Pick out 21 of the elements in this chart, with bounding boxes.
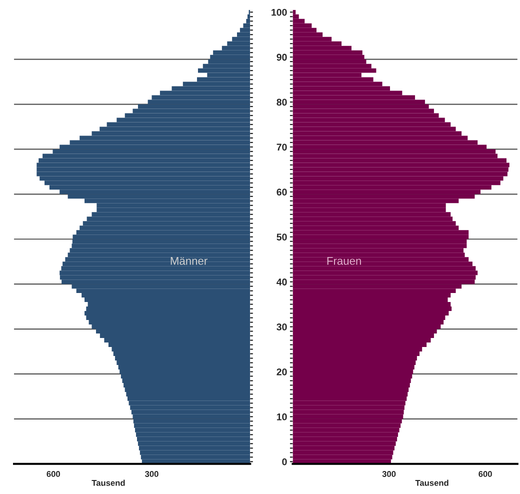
- x-axis-title: Tausend: [415, 480, 448, 486]
- bar: [140, 454, 250, 460]
- series-label: Frauen: [327, 257, 361, 265]
- y-tick-label: 100: [272, 8, 287, 16]
- x-tick-label: 300: [144, 471, 158, 477]
- series-label: Männer: [170, 257, 208, 265]
- y-tick-label: 20: [276, 368, 287, 376]
- bar: [292, 454, 392, 460]
- y-tick-label: 40: [276, 278, 287, 286]
- x-axis-title: Tausend: [92, 480, 125, 486]
- y-tick-label: 90: [276, 54, 287, 61]
- y-tick-label: 50: [276, 234, 287, 240]
- y-tick-label: 70: [276, 144, 287, 151]
- x-tick-label: 300: [382, 471, 396, 477]
- x-tick-label: 600: [478, 471, 492, 477]
- y-tick-label: 80: [276, 98, 287, 106]
- x-tick-label: 600: [46, 471, 60, 477]
- y-tick-label: 60: [276, 188, 287, 196]
- y-tick-label: 30: [276, 324, 287, 330]
- y-tick-label: 0: [282, 458, 287, 466]
- y-tick-label: 10: [277, 413, 287, 420]
